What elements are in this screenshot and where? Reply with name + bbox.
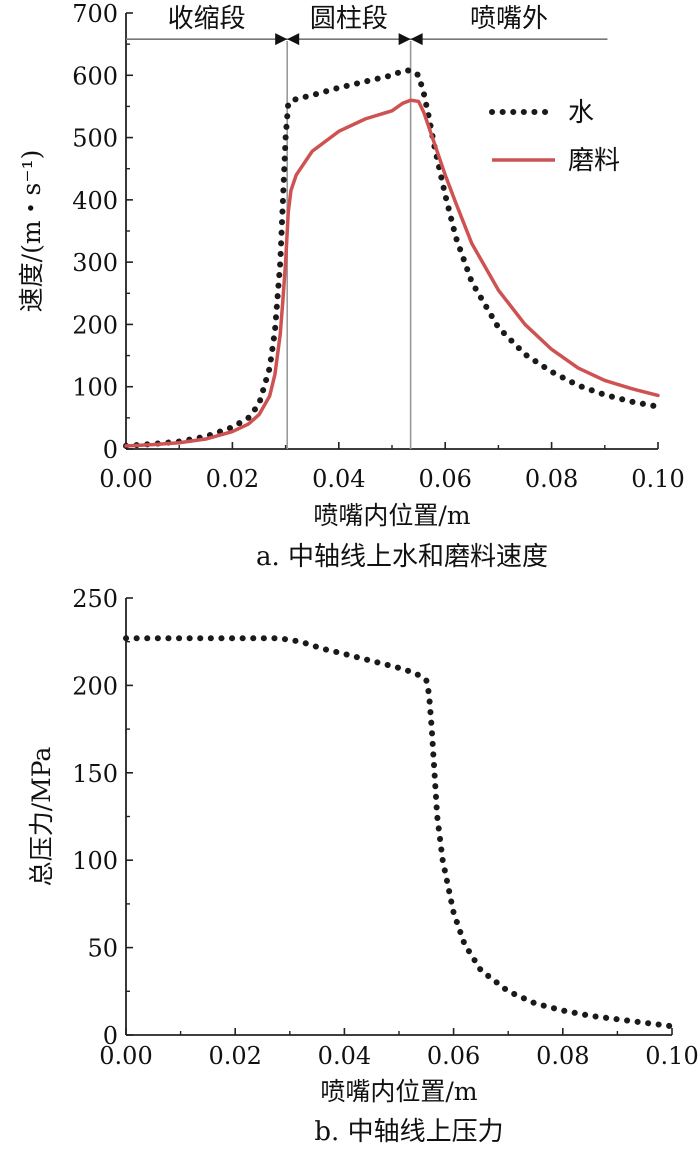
pressure-chart: 0.00 0.02 0.04 0.06 0.08 0.10 0 50 100 150 200 250 喷… [27, 585, 699, 1147]
x-tick-label: 0.04 [312, 465, 365, 493]
series-line-0 [123, 635, 675, 1030]
y-axis-label: 速度/(m・s⁻¹) [17, 150, 46, 313]
region-arrowhead [410, 33, 423, 46]
x-tick-label: 0.04 [318, 1042, 371, 1070]
x-axis-label: 喷嘴内位置/m [313, 501, 470, 530]
x-tick-label: 0.08 [536, 1042, 589, 1070]
y-axis-label: 总压力/MPa [27, 747, 56, 887]
region-label: 圆柱段 [310, 4, 388, 34]
x-tick-label: 0.08 [525, 465, 578, 493]
series-line-1 [124, 98, 660, 448]
y-tick-label: 150 [72, 760, 118, 788]
legend-label-1: 磨料 [568, 146, 620, 176]
chart-caption: a. 中轴线上水和磨料速度 [256, 542, 548, 572]
legend-label-0: 水 [568, 98, 594, 128]
y-tick-label: 500 [72, 125, 118, 153]
x-axis-label: 喷嘴内位置/m [320, 1077, 477, 1106]
region-label: 喷嘴外 [470, 4, 548, 34]
x-tick-label: 0.06 [418, 465, 471, 493]
y-tick-label: 200 [72, 311, 118, 339]
y-tick-label: 600 [72, 62, 118, 90]
y-tick-label: 300 [72, 249, 118, 277]
y-tick-label: 0 [103, 436, 118, 464]
velocity-chart: 0.00 0.02 0.04 0.06 0.08 0.10 0 100 200 300 400 500… [17, 0, 685, 572]
y-tick-label: 100 [72, 847, 118, 875]
x-tick-label: 0.00 [99, 465, 152, 493]
x-tick-label: 0.00 [99, 1042, 152, 1070]
y-tick-label: 100 [72, 374, 118, 402]
y-tick-label: 200 [72, 672, 118, 700]
y-tick-label: 400 [72, 187, 118, 215]
chart-caption: b. 中轴线上压力 [314, 1117, 503, 1147]
x-tick-label: 0.06 [427, 1042, 480, 1070]
y-tick-label: 50 [87, 935, 118, 963]
x-tick-label: 0.02 [206, 465, 259, 493]
region-label: 收缩段 [168, 4, 246, 34]
y-tick-label: 250 [72, 585, 118, 613]
x-tick-label: 0.10 [631, 465, 684, 493]
region-arrowhead [287, 33, 300, 46]
y-tick-label: 700 [72, 0, 118, 28]
region-arrowhead [398, 33, 411, 46]
region-arrowhead [275, 33, 288, 46]
y-tick-label: 0 [103, 1022, 118, 1050]
x-tick-label: 0.10 [645, 1042, 698, 1070]
series-line-0 [123, 67, 661, 449]
x-tick-label: 0.02 [208, 1042, 261, 1070]
